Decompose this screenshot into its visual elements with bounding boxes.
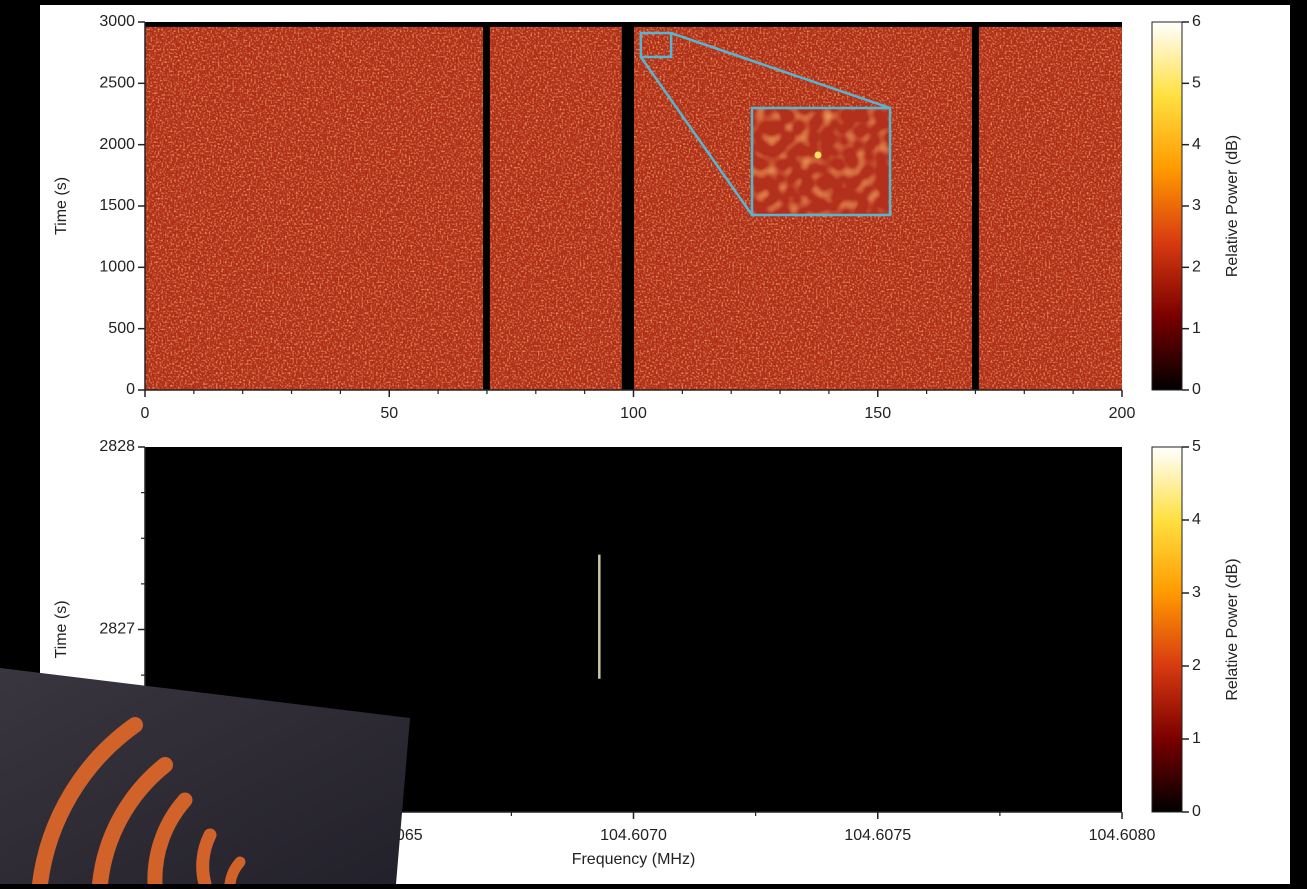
colorbar-tick-label: 4 xyxy=(1192,136,1201,153)
chart: 050010001500200025003000050100150200Time… xyxy=(0,0,1307,884)
x-tick-label: 50 xyxy=(380,405,398,422)
data-gap xyxy=(622,22,634,390)
y-tick-label: 0 xyxy=(126,381,135,398)
page: {"chart_data": [ {"type": "heatmap", "yl… xyxy=(0,0,1307,884)
y-tick-label: 1000 xyxy=(99,259,135,276)
x-tick-label: 104.6070 xyxy=(600,827,667,844)
time-gap xyxy=(145,22,1122,27)
y-tick-label: 2827 xyxy=(99,621,135,638)
y-tick-label: 500 xyxy=(108,320,135,337)
data-gap xyxy=(972,22,979,390)
x-tick-label: 104.6075 xyxy=(844,827,911,844)
y-tick-label: 2000 xyxy=(99,136,135,153)
y-axis-label: Time (s) xyxy=(53,177,70,235)
colorbar-tick-label: 0 xyxy=(1192,803,1201,820)
colorbar-tick-label: 3 xyxy=(1192,197,1201,214)
colorbar-tick-label: 5 xyxy=(1192,438,1201,455)
colorbar-tick-label: 2 xyxy=(1192,657,1201,674)
y-tick-label: 2828 xyxy=(99,438,135,455)
colorbar-tick-label: 1 xyxy=(1192,730,1201,747)
y-tick-label: 1500 xyxy=(99,197,135,214)
zoom-inset-texture xyxy=(752,108,890,215)
x-axis-label: Frequency (MHz) xyxy=(572,851,696,868)
x-tick-label: 150 xyxy=(864,405,891,422)
x-tick-label: 200 xyxy=(1109,405,1136,422)
colorbar-tick-label: 1 xyxy=(1192,320,1201,337)
colorbar-tick-label: 3 xyxy=(1192,584,1201,601)
colorbar-label: Relative Power (dB) xyxy=(1224,135,1241,277)
colorbar-tick-label: 2 xyxy=(1192,259,1201,276)
colorbar-tick-label: 4 xyxy=(1192,511,1201,528)
y-tick-label: 2500 xyxy=(99,75,135,92)
y-tick-label: 3000 xyxy=(99,13,135,30)
colorbar xyxy=(1152,22,1182,390)
colorbar xyxy=(1152,447,1182,812)
zoom-inset-spot xyxy=(815,152,822,159)
colorbar-label: Relative Power (dB) xyxy=(1224,558,1241,700)
data-gap xyxy=(483,22,490,390)
colorbar-tick-label: 0 xyxy=(1192,381,1201,398)
colorbar-tick-label: 5 xyxy=(1192,75,1201,92)
x-tick-label: 0 xyxy=(141,405,150,422)
x-tick-label: 104.6080 xyxy=(1089,827,1156,844)
y-axis-label: Time (s) xyxy=(53,600,70,658)
colorbar-tick-label: 6 xyxy=(1192,13,1201,30)
x-tick-label: 100 xyxy=(620,405,647,422)
